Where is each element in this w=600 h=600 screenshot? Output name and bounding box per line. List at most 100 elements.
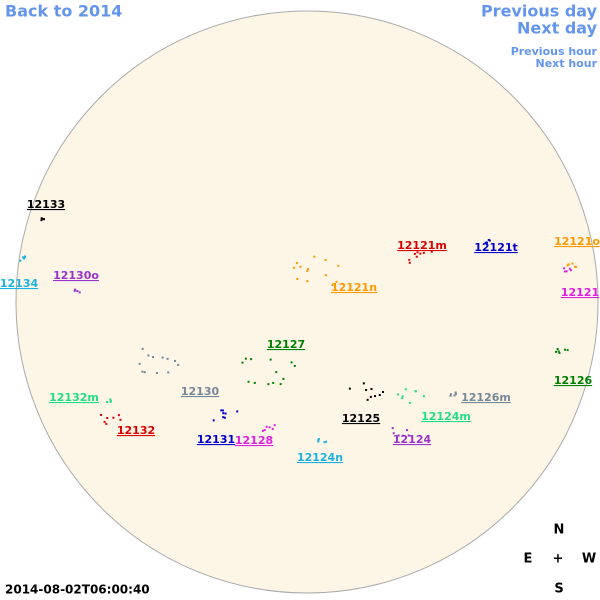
sunspot-marker xyxy=(119,418,122,421)
compass-north: N xyxy=(554,523,565,538)
sunspot-marker xyxy=(23,257,26,260)
sunspot-marker xyxy=(416,251,419,254)
region-label[interactable]: 12130o xyxy=(53,269,99,282)
sunspot-marker xyxy=(374,395,377,398)
region-label[interactable]: 12126m xyxy=(461,391,511,404)
previous-day-link[interactable]: Previous day xyxy=(481,2,598,21)
sunspot-marker xyxy=(415,255,418,258)
sunspot-marker xyxy=(392,432,395,435)
sunspot-marker xyxy=(221,409,224,412)
sunspot-marker xyxy=(348,387,351,390)
sunspot-marker xyxy=(556,348,559,351)
sunspot-marker xyxy=(401,395,404,398)
sunspot-marker xyxy=(401,397,404,400)
sunspot-marker xyxy=(279,383,282,386)
solar-disk xyxy=(15,10,599,594)
region-label[interactable]: 12124m xyxy=(421,410,471,423)
region-label[interactable]: 12121t xyxy=(474,241,518,254)
sunspot-marker xyxy=(268,426,271,429)
compass-west: W xyxy=(582,552,596,567)
sunspot-marker xyxy=(222,416,225,419)
region-label[interactable]: 12130 xyxy=(181,385,220,398)
sunspot-marker xyxy=(370,388,373,391)
sunspot-marker xyxy=(422,395,425,398)
sunspot-marker xyxy=(174,359,177,362)
sunspot-marker xyxy=(282,377,285,380)
sunspot-marker xyxy=(247,380,250,383)
sunspot-marker xyxy=(262,429,265,432)
sunspot-marker xyxy=(409,401,412,404)
sunspot-marker xyxy=(106,401,109,404)
sunspot-marker xyxy=(307,268,310,271)
sunspot-marker xyxy=(567,263,570,266)
sunspot-marker xyxy=(24,255,27,258)
sunspot-marker xyxy=(337,264,340,267)
sunspot-marker xyxy=(401,434,404,437)
sunspot-marker xyxy=(152,356,155,359)
sunspot-marker xyxy=(290,361,293,364)
region-label[interactable]: 12121n xyxy=(331,281,377,294)
sunspot-marker xyxy=(212,419,215,422)
region-label[interactable]: 12121o xyxy=(554,235,600,248)
sunspot-marker xyxy=(449,394,452,397)
sunspot-marker xyxy=(487,238,490,241)
sunspot-marker xyxy=(488,239,491,242)
region-label[interactable]: 12131 xyxy=(197,433,235,446)
sunspot-marker xyxy=(112,416,115,419)
sunspot-marker xyxy=(299,265,302,268)
sunspot-marker xyxy=(335,280,338,283)
sunspot-marker xyxy=(109,400,112,403)
back-link[interactable]: Back to 2014 xyxy=(5,2,122,21)
sunspot-marker xyxy=(292,266,295,269)
region-label[interactable]: 12127 xyxy=(267,338,305,351)
sunspot-marker xyxy=(574,265,577,268)
region-label[interactable]: 12126 xyxy=(554,374,593,387)
sunspot-marker xyxy=(362,382,365,385)
sunspot-marker xyxy=(317,437,320,440)
sunspot-marker xyxy=(161,356,164,359)
sunspot-marker xyxy=(454,393,457,396)
region-label[interactable]: 12121m xyxy=(397,239,447,252)
sunspot-marker xyxy=(223,416,226,419)
region-label[interactable]: 12128 xyxy=(235,434,273,447)
region-label[interactable]: 12125 xyxy=(342,412,380,425)
next-hour-link[interactable]: Next hour xyxy=(536,57,598,70)
sunspot-marker xyxy=(236,410,239,413)
region-label[interactable]: 12132 xyxy=(117,424,155,437)
region-label[interactable]: 12124 xyxy=(393,433,432,446)
sunspot-marker xyxy=(406,429,409,432)
region-label[interactable]: 12134 xyxy=(0,277,38,290)
sunspot-marker xyxy=(391,427,394,430)
region-label[interactable]: 12133 xyxy=(27,198,65,211)
region-label[interactable]: 12124n xyxy=(297,451,343,464)
sunspot-marker xyxy=(369,395,372,398)
sunspot-marker xyxy=(397,434,400,437)
previous-hour-link[interactable]: Previous hour xyxy=(511,45,598,58)
sunspot-marker xyxy=(244,357,247,360)
region-label[interactable]: 12132m xyxy=(49,391,99,404)
sunspot-marker xyxy=(484,241,487,244)
sunspot-marker xyxy=(166,357,169,360)
sunspot-marker xyxy=(143,371,146,374)
sunspot-marker xyxy=(272,381,275,384)
sunspot-marker xyxy=(295,262,298,265)
next-day-link[interactable]: Next day xyxy=(517,19,598,38)
sunspot-marker xyxy=(569,269,572,272)
sunspot-marker xyxy=(566,264,569,267)
sunspot-marker xyxy=(563,267,566,270)
sunspot-marker xyxy=(331,284,334,287)
sunspot-marker xyxy=(317,439,320,442)
sunspot-marker xyxy=(141,347,144,350)
sunspot-marker xyxy=(222,412,225,415)
sunspot-marker xyxy=(271,427,274,430)
sunspot-marker xyxy=(558,351,561,354)
region-label[interactable]: 12121 xyxy=(561,286,599,299)
sunspot-marker xyxy=(100,413,103,416)
sunspot-marker xyxy=(306,280,309,283)
sunspot-marker xyxy=(141,370,144,373)
sunspot-marker xyxy=(273,424,276,427)
sunspot-marker xyxy=(313,255,316,258)
sunspot-marker xyxy=(220,409,223,412)
sunspot-marker xyxy=(306,269,309,272)
